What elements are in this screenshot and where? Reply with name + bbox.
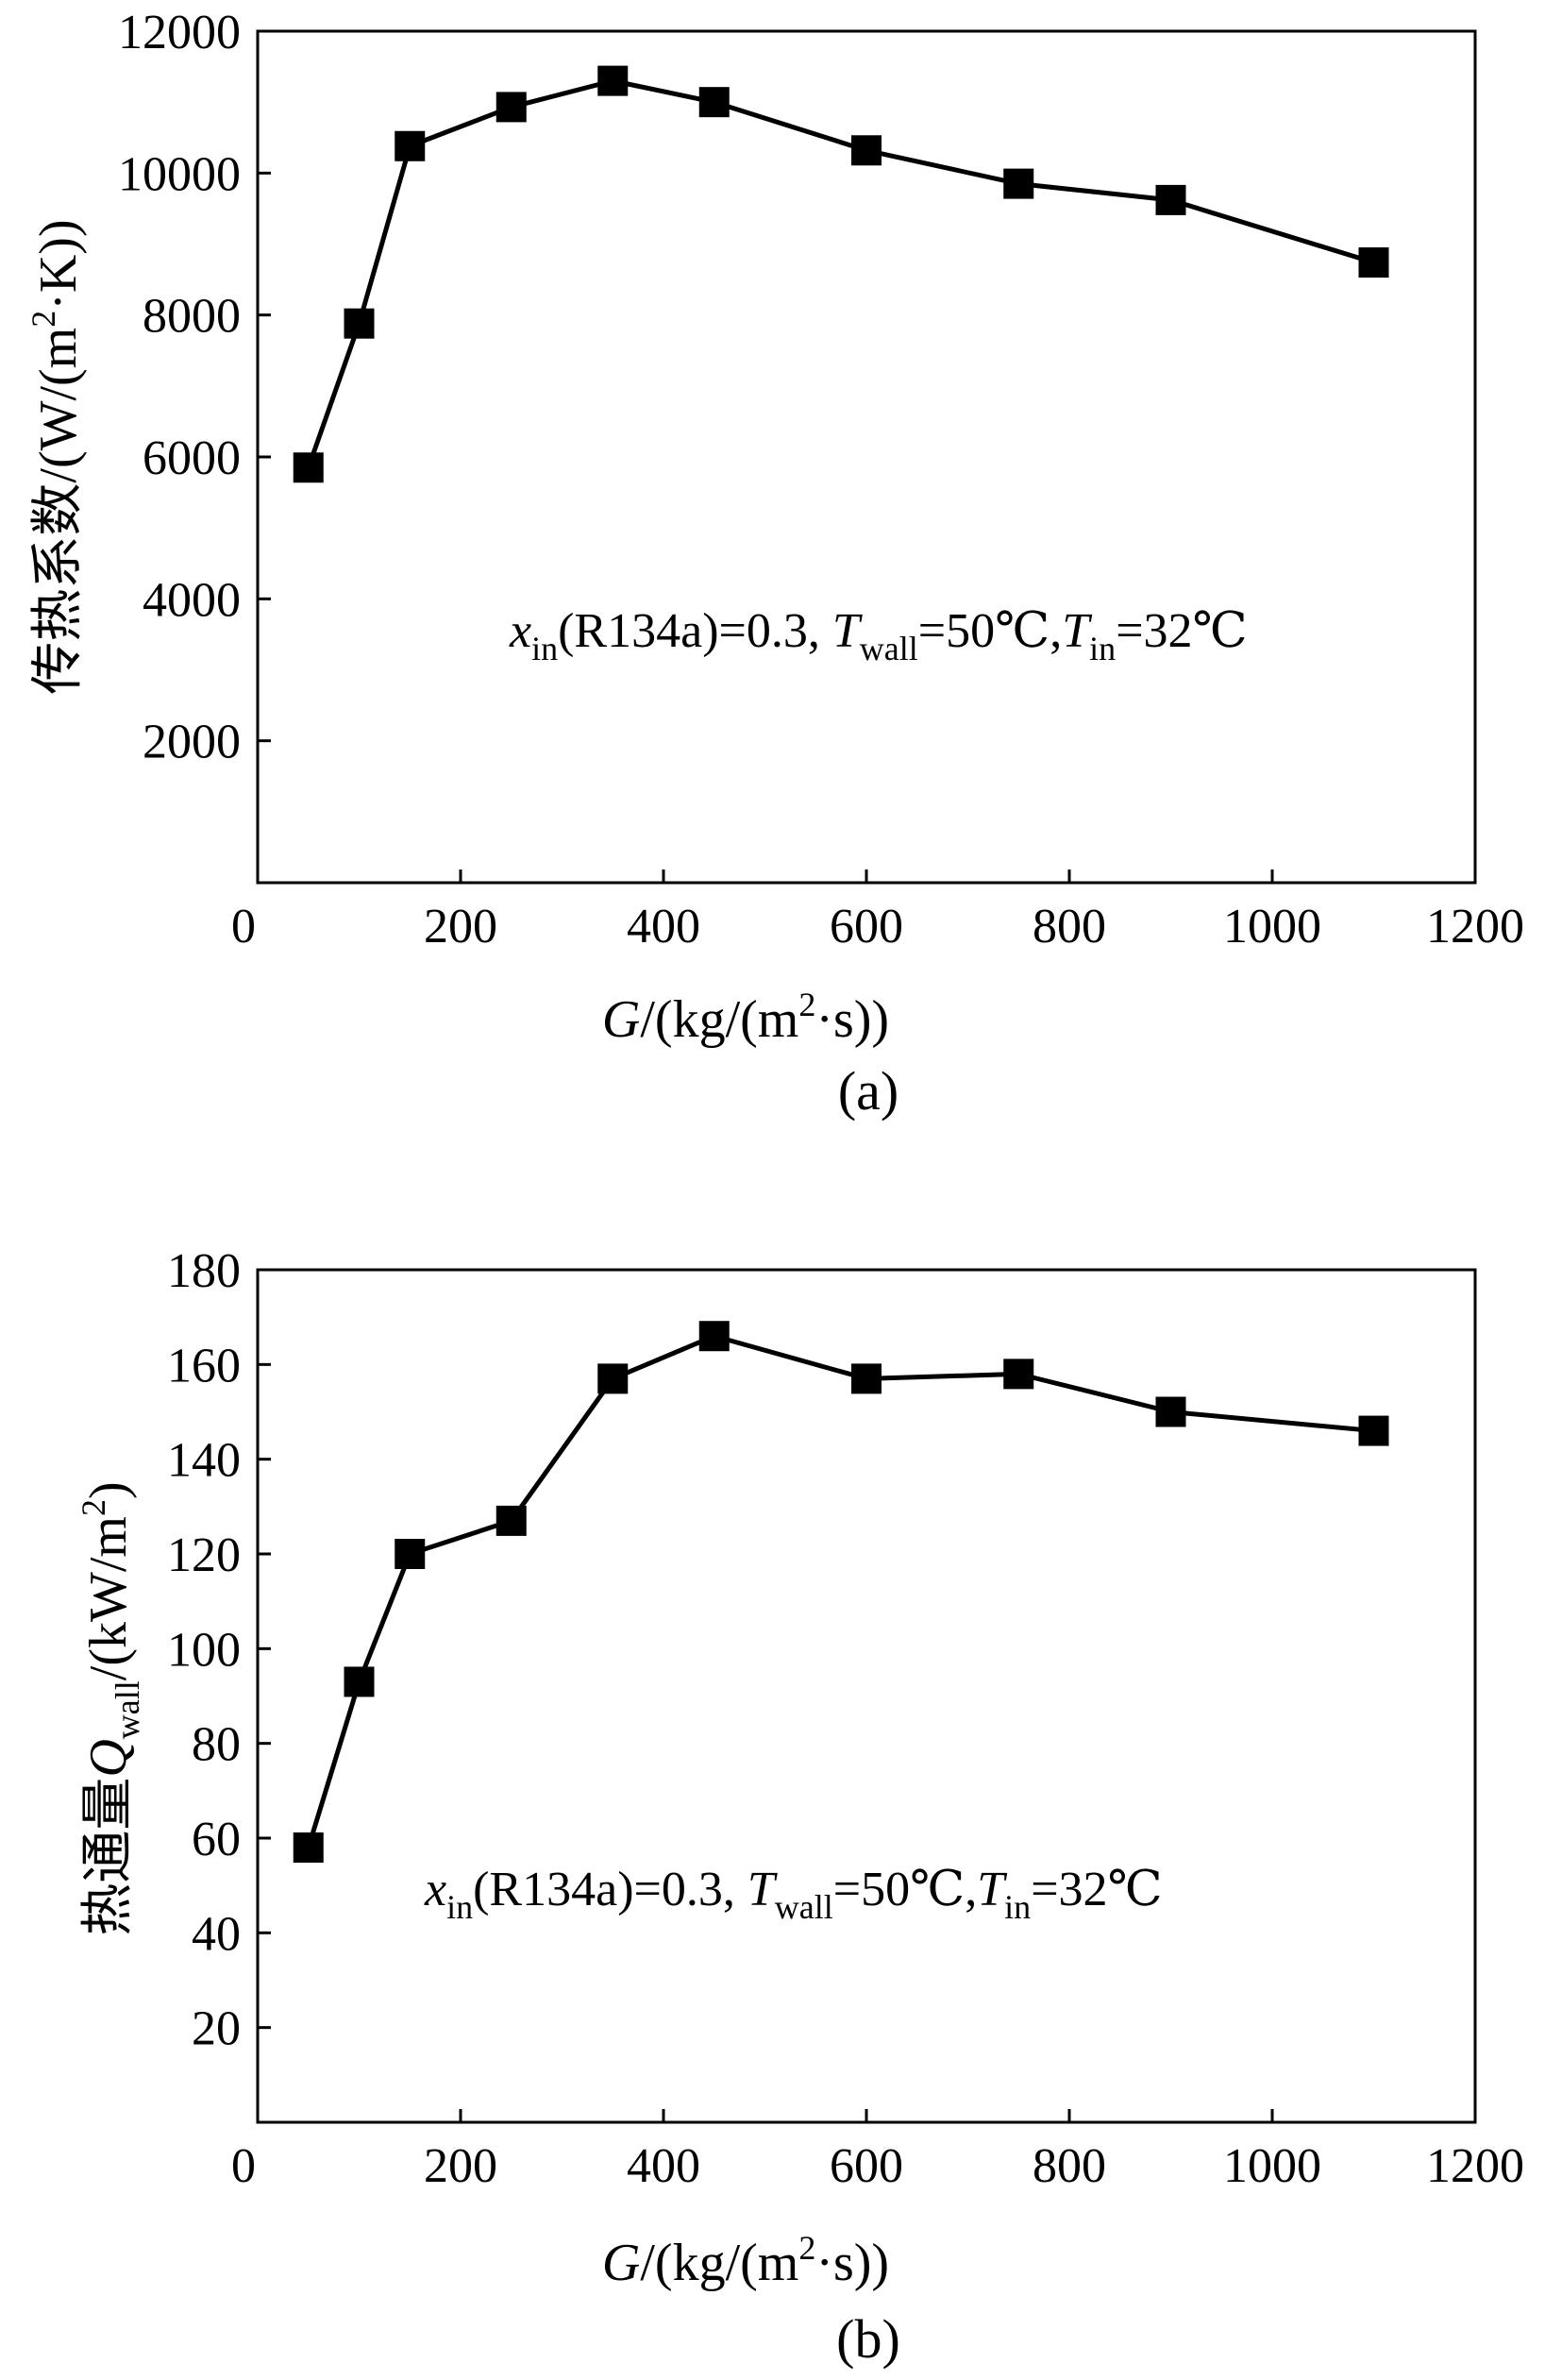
chart-b-point xyxy=(293,1832,324,1864)
chart-b-annotation: xin(R134a)=0.3, Twall=50℃,Tin=32℃ xyxy=(424,1863,1163,1926)
chart-a-point xyxy=(851,135,882,166)
chart-b-caption: (b) xyxy=(836,2308,900,2370)
chart-b-x-tick-label: 0 xyxy=(231,2139,256,2193)
chart-b-point xyxy=(851,1363,882,1394)
chart-a-point xyxy=(344,308,375,339)
chart-b-y-tick-label: 80 xyxy=(192,1718,241,1772)
chart-b-series-line xyxy=(306,1333,1374,1848)
chart-b-y-tick-label: 140 xyxy=(167,1434,241,1488)
chart-a-y-tick-label: 10000 xyxy=(118,147,241,201)
chart-a-x-tick-label: 200 xyxy=(424,900,497,954)
chart-b-y-tick-label: 100 xyxy=(167,1623,241,1677)
chart-a: 0 200 400 600 800 1000 1200 2000 4000 6000 8000 100… xyxy=(25,6,1524,1122)
chart-b-xlabel: G/(kg/(m2·s)) xyxy=(602,2229,889,2292)
chart-a-plot: 0 200 400 600 800 1000 1200 2000 4000 6000 8000 100… xyxy=(118,6,1524,954)
chart-a-y-tick-label: 8000 xyxy=(143,290,241,344)
chart-a-x-tick-label: 0 xyxy=(231,900,256,954)
chart-b-point xyxy=(395,1539,426,1569)
chart-b-point xyxy=(1155,1396,1186,1427)
chart-b-frame xyxy=(256,1268,1477,2124)
chart-a-point xyxy=(293,452,324,483)
chart-a-series-line xyxy=(306,78,1375,469)
chart-a-x-tick-label: 600 xyxy=(830,900,903,954)
chart-b-y-tick-label: 60 xyxy=(192,1813,241,1866)
chart-b-x-tick-label: 1200 xyxy=(1426,2139,1524,2193)
chart-a-point xyxy=(1155,184,1186,215)
chart-b-x-tick-label: 600 xyxy=(830,2139,903,2193)
chart-a-point xyxy=(698,87,730,118)
chart-a-caption: (a) xyxy=(838,1060,898,1122)
chart-b-point xyxy=(344,1666,375,1697)
chart-a-y-tick-label: 12000 xyxy=(118,6,241,59)
chart-a-y-tick-label: 6000 xyxy=(143,431,241,485)
chart-a-point xyxy=(495,92,527,123)
chart-a-y-tick-label: 4000 xyxy=(143,573,241,627)
chart-a-point xyxy=(395,130,426,161)
chart-a-x-tick-label: 800 xyxy=(1033,900,1106,954)
chart-a-point xyxy=(1358,247,1389,279)
chart-a-x-tick-label: 1000 xyxy=(1223,900,1321,954)
chart-b-point xyxy=(1358,1415,1389,1446)
chart-b-y-tick-label: 40 xyxy=(192,1907,241,1961)
chart-b-plot: 0 200 400 600 800 1000 1200 20 40 60 80 100 120 140 16… xyxy=(167,1244,1524,2193)
chart-b-point xyxy=(495,1505,527,1536)
chart-b-y-tick-label: 120 xyxy=(167,1528,241,1582)
chart-b-point xyxy=(698,1321,730,1352)
chart-b-x-tick-label: 800 xyxy=(1033,2139,1106,2193)
chart-a-x-tick-label: 400 xyxy=(627,900,700,954)
chart-a-y-tick-label: 2000 xyxy=(143,716,241,769)
chart-b-ylabel: 热通量Qwall/(kW/m2) xyxy=(75,1481,146,1935)
chart-b-x-tick-label: 200 xyxy=(424,2139,497,2193)
chart-b-point xyxy=(597,1363,629,1394)
chart-b-y-tick-label: 180 xyxy=(167,1244,241,1298)
chart-a-annotation: xin(R134a)=0.3, Twall=50℃,Tin=32℃ xyxy=(509,604,1248,667)
chart-b-y-tick-label: 20 xyxy=(192,2002,241,2056)
chart-b-x-tick-label: 400 xyxy=(627,2139,700,2193)
chart-b-x-tick-label: 1000 xyxy=(1223,2139,1321,2193)
chart-a-ylabel: 传热系数/(W/(m2·K)) xyxy=(25,219,88,694)
chart-b: 0 200 400 600 800 1000 1200 20 40 60 80 100 120 140 16… xyxy=(75,1244,1524,2370)
chart-a-xlabel: G/(kg/(m2·s)) xyxy=(602,986,889,1049)
chart-b-y-tick-label: 160 xyxy=(167,1339,241,1393)
chart-a-x-tick-label: 1200 xyxy=(1426,900,1524,954)
chart-b-point xyxy=(1003,1359,1034,1390)
chart-a-point xyxy=(1003,168,1034,199)
chart-a-point xyxy=(597,65,629,96)
